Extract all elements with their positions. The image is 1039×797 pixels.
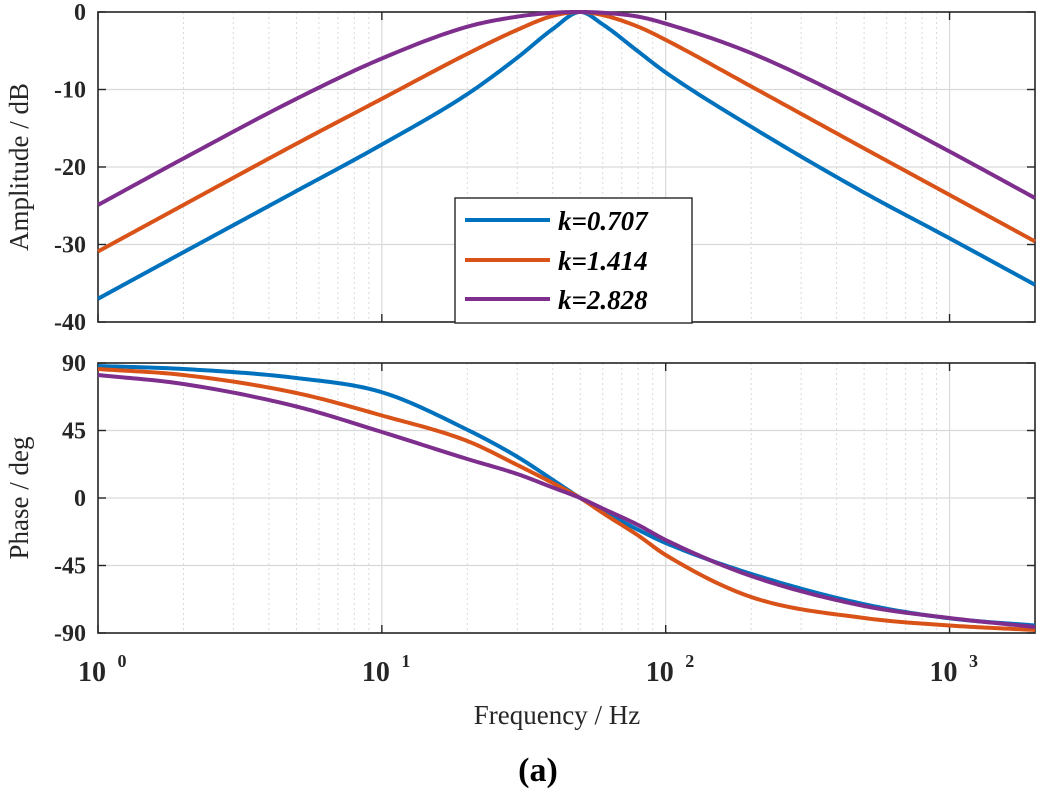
y-tick-label: 90: [62, 351, 86, 377]
amplitude-y-tick-marks: [98, 11, 1035, 323]
phase-y-tick-labels: 90 45 0 -45 -90: [54, 351, 86, 647]
x-tick-label-exponent: 1: [401, 651, 410, 671]
phase-x-tick-labels: 10 0 10 1 10 2 10 3: [78, 651, 978, 688]
legend-label-k2828-value: 2.828: [586, 285, 648, 315]
legend-label-k1414-value: 1.414: [587, 246, 648, 276]
y-tick-label: 0: [74, 0, 86, 26]
amplitude-x-ticks: [97, 12, 951, 322]
x-tick-label: 10: [646, 657, 674, 688]
amplitude-y-axis-label: Amplitude / dB: [4, 83, 34, 251]
series-line-k2828: [97, 373, 1036, 629]
y-tick-label: 45: [62, 419, 86, 445]
y-tick-label: -40: [54, 310, 86, 336]
y-tick-label: -20: [54, 155, 86, 181]
y-tick-label: -90: [54, 621, 86, 647]
y-tick-label: -10: [54, 78, 86, 104]
frequency-x-axis-label: Frequency / Hz: [474, 700, 640, 730]
legend-label-k1414-base: k=: [558, 246, 587, 276]
legend-label-k0707-value: 0.707: [587, 206, 649, 236]
series-line-k2828: [97, 10, 1036, 207]
phase-y-tick-marks: [98, 362, 1035, 634]
legend-label-k2828-base: k=: [558, 285, 587, 315]
x-tick-label-exponent: 2: [685, 651, 694, 671]
amplitude-lines: [97, 10, 1036, 301]
y-tick-label: -30: [54, 233, 86, 259]
y-tick-label: -45: [54, 554, 86, 580]
x-tick-label-exponent: 3: [969, 651, 978, 671]
legend-label-k1414: k=1.414: [558, 246, 648, 276]
phase-y-axis-label: Phase / deg: [4, 437, 34, 560]
x-tick-label: 10: [78, 657, 106, 688]
figure-caption: (a): [518, 752, 558, 789]
phase-lines: [97, 364, 1036, 632]
y-tick-label: 0: [74, 486, 86, 512]
x-tick-label-exponent: 0: [118, 651, 127, 671]
x-tick-label: 10: [362, 657, 390, 688]
x-tick-label: 10: [930, 657, 958, 688]
phase-x-ticks: [97, 363, 951, 633]
amplitude-y-tick-labels: 0 -10 -20 -30 -40: [54, 0, 86, 336]
legend-label-k0707: k=0.707: [558, 206, 649, 236]
legend: k=0.707 k=1.414 k=2.828: [454, 197, 693, 324]
legend-label-k2828: k=2.828: [558, 285, 648, 315]
legend-label-k0707-base: k=: [558, 206, 587, 236]
